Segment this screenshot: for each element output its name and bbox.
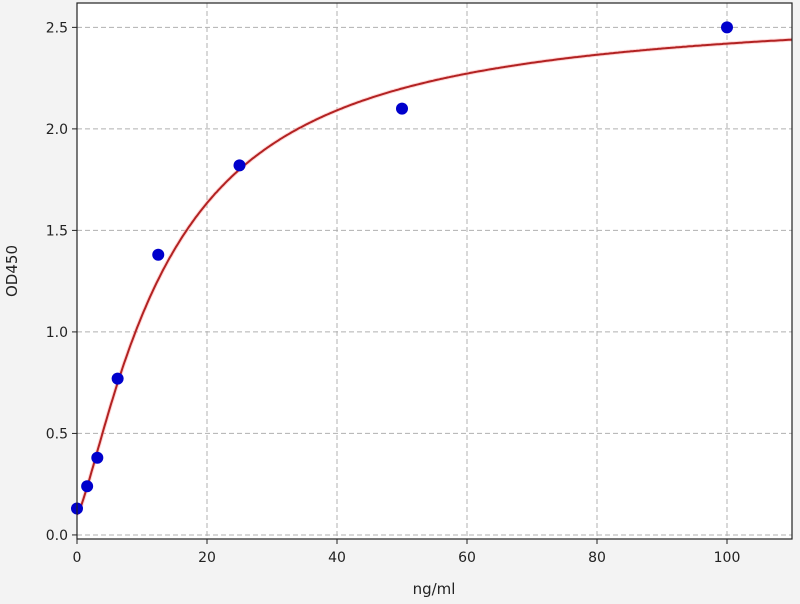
data-point <box>91 451 104 464</box>
y-axis-ticks: 0.0 0.5 1.0 1.5 2.0 2.5 <box>46 20 77 544</box>
y-axis-label: OD450 <box>3 245 21 297</box>
x-tick-label: 0 <box>73 550 82 566</box>
data-point <box>233 159 246 172</box>
data-point <box>81 480 94 493</box>
x-axis-label: ng/ml <box>413 580 456 598</box>
data-point <box>111 372 124 385</box>
data-points <box>71 21 733 515</box>
fitted-curve-line <box>76 38 793 516</box>
y-tick-label: 2.5 <box>46 20 68 36</box>
plot-frame <box>76 2 793 540</box>
y-tick-label: 0.5 <box>46 426 68 442</box>
fitted-curve <box>75 37 793 516</box>
y-tick-label: 0.0 <box>46 528 68 544</box>
y-tick-label: 1.5 <box>46 223 68 239</box>
x-tick-label: 20 <box>198 550 216 566</box>
x-axis-ticks: 0 20 40 60 80 100 <box>73 539 741 566</box>
x-tick-label: 100 <box>714 550 741 566</box>
x-tick-label: 40 <box>328 550 346 566</box>
data-point <box>152 248 165 261</box>
y-tick-label: 2.0 <box>46 122 68 138</box>
y-tick-label: 1.0 <box>46 325 68 341</box>
data-point <box>396 102 408 115</box>
x-tick-label: 80 <box>588 550 606 566</box>
x-tick-label: 60 <box>458 550 476 566</box>
grid <box>76 3 792 539</box>
plot-area <box>77 3 792 539</box>
data-point <box>721 21 733 34</box>
